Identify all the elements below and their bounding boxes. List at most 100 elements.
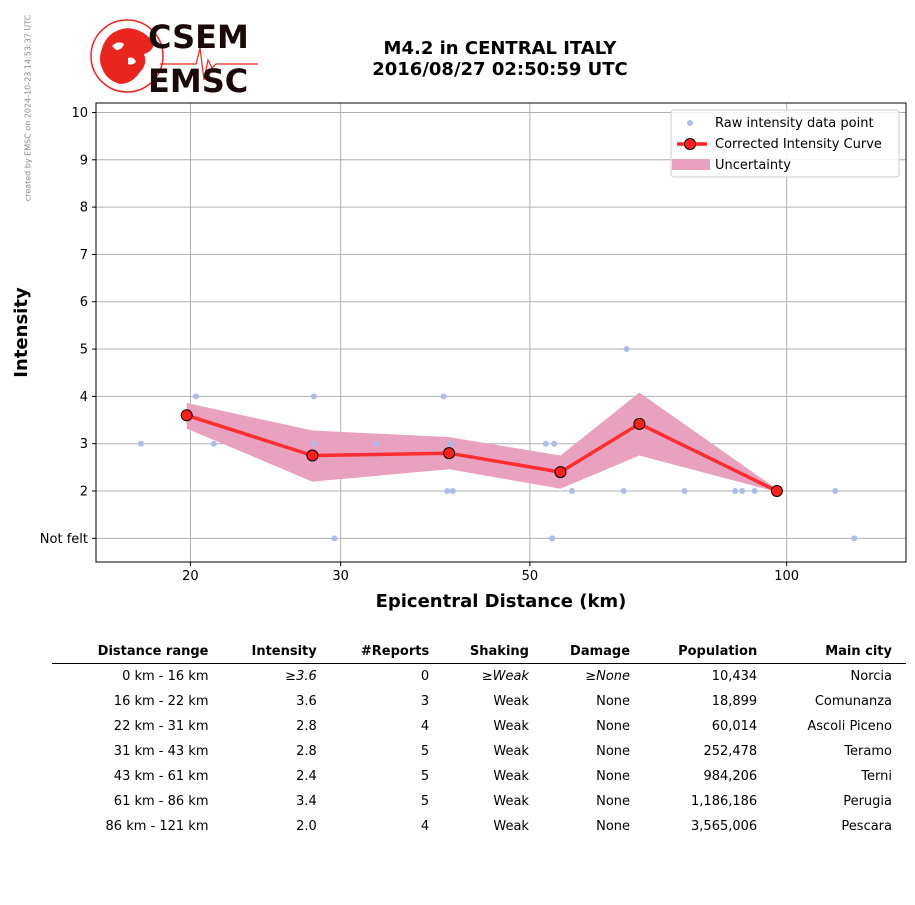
table-cell-reports: 0 <box>420 669 430 684</box>
raw-data-point <box>449 488 456 495</box>
table-row: 31 km - 43 km 2.8 5 Weak None 252,478 Teramo <box>52 739 906 764</box>
table-row: 22 km - 31 km 2.8 4 Weak None 60,014 Ascoli Pi… <box>52 714 906 739</box>
y-tick-label: Not felt <box>40 532 88 547</box>
logo-text-csem: CSEM <box>148 18 249 56</box>
table-cell-intensity: 2.8 <box>296 744 317 759</box>
table-body: 0 km - 16 km ≥3.6 0 ≥Weak ≥None 10,434 Norcia 1… <box>52 664 906 840</box>
csem-emsc-logo: CSEM EMSC <box>90 18 258 98</box>
legend-uncertainty-swatch <box>672 159 710 170</box>
table-header-cell: Intensity <box>222 640 331 664</box>
curve-marker <box>554 466 567 479</box>
table-cell-intensity: 2.4 <box>296 769 317 784</box>
x-tick-label: 20 <box>182 569 199 584</box>
x-axis-label: Epicentral Distance (km) <box>376 591 627 612</box>
table-cell-damage: None <box>596 769 631 784</box>
table-header-cell: Main city <box>771 640 906 664</box>
table-cell-population: 60,014 <box>711 719 758 734</box>
table-cell-damage: None <box>596 744 631 759</box>
curve-marker <box>306 449 319 462</box>
y-tick-label: 9 <box>80 153 88 168</box>
chart-title: M4.2 in CENTRAL ITALY 2016/08/27 02:50:5… <box>300 38 700 80</box>
table-cell-city: Perugia <box>843 794 892 809</box>
x-tick-label: 50 <box>522 569 539 584</box>
table-row: 86 km - 121 km 2.0 4 Weak None 3,565,006 Pesca… <box>52 814 906 839</box>
table-cell-damage: None <box>596 719 631 734</box>
table-row: 61 km - 86 km 3.4 5 Weak None 1,186,186 Perugi… <box>52 789 906 814</box>
raw-data-point <box>739 488 746 495</box>
table-cell-range: 0 km - 16 km <box>122 669 209 684</box>
axes: 20 30 50 100 Not felt 2 3 4 5 6 7 8 9 10 Epicentral Di… <box>11 102 907 612</box>
table-row: 0 km - 16 km ≥3.6 0 ≥Weak ≥None 10,434 Norcia <box>52 664 906 690</box>
legend-label: Corrected Intensity Curve <box>715 137 882 152</box>
intensity-chart: 20 30 50 100 Not felt 2 3 4 5 6 7 8 9 10 Epicentral Di… <box>11 102 907 612</box>
title-line-event: M4.2 in CENTRAL ITALY <box>383 38 617 59</box>
raw-data-point <box>331 535 338 542</box>
table-cell-city: Terni <box>861 769 892 784</box>
table-cell-damage: None <box>596 694 631 709</box>
table-cell-shaking: Weak <box>493 744 529 759</box>
table-row: 43 km - 61 km 2.4 5 Weak None 984,206 Terni <box>52 764 906 789</box>
table-cell-intensity: 2.8 <box>296 719 317 734</box>
table-cell-population: 984,206 <box>703 769 758 784</box>
intensity-summary-table: Distance range Intensity #Reports Shaking Da… <box>52 640 906 839</box>
uncertainty-area <box>186 392 777 492</box>
table-cell-range: 86 km - 121 km <box>105 819 209 834</box>
table-header-cell: Damage <box>542 640 645 664</box>
x-tick-label: 30 <box>332 569 349 584</box>
corrected-curve <box>180 409 783 498</box>
y-tick-label: 4 <box>80 390 88 405</box>
table-cell-range: 16 km - 22 km <box>113 694 209 709</box>
raw-data-point <box>751 488 758 495</box>
y-tick-label: 7 <box>80 248 88 263</box>
curve-marker <box>770 485 783 498</box>
table-cell-range: 61 km - 86 km <box>113 794 209 809</box>
table-cell-damage: ≥None <box>585 669 631 684</box>
legend-label: Uncertainty <box>715 158 791 173</box>
table-cell-range: 31 km - 43 km <box>113 744 209 759</box>
raw-data-point <box>372 440 379 447</box>
raw-data-point <box>137 440 144 447</box>
table-cell-shaking: Weak <box>493 794 529 809</box>
table-header-cell: Population <box>644 640 772 664</box>
curve-marker <box>180 409 193 422</box>
raw-data-point <box>568 488 575 495</box>
table-cell-city: Teramo <box>844 744 892 759</box>
table-cell-city: Pescara <box>841 819 892 834</box>
legend-raw-swatch <box>687 120 693 126</box>
raw-data-point <box>446 440 453 447</box>
table-cell-city: Norcia <box>850 669 892 684</box>
plot-frame <box>95 102 907 563</box>
raw-data-point <box>851 535 858 542</box>
y-tick-label: 5 <box>80 343 88 358</box>
raw-data-point <box>440 393 447 400</box>
table-cell-reports: 5 <box>420 769 430 784</box>
y-tick-label: 10 <box>71 106 88 121</box>
curve-marker <box>443 447 456 460</box>
table-cell-range: 43 km - 61 km <box>113 769 209 784</box>
legend: Raw intensity data point Corrected Intens… <box>670 109 900 178</box>
table-cell-intensity: 3.6 <box>296 694 317 709</box>
raw-data-point <box>210 440 217 447</box>
raw-data-point <box>310 440 317 447</box>
title-line-date: 2016/08/27 02:50:59 UTC <box>372 59 628 80</box>
table-cell-reports: 5 <box>420 744 430 759</box>
y-tick-label: 6 <box>80 295 88 310</box>
table-header-cell: Shaking <box>443 640 543 664</box>
x-tick-label: 100 <box>774 569 799 584</box>
uncertainty-band <box>186 392 777 492</box>
table-cell-population: 18,899 <box>711 694 758 709</box>
table-header-row: Distance range Intensity #Reports Shaking Da… <box>52 640 906 664</box>
y-tick-label: 3 <box>80 437 88 452</box>
raw-data-point <box>551 440 558 447</box>
raw-data-point <box>192 393 199 400</box>
raw-data-point <box>549 535 556 542</box>
table-cell-shaking: Weak <box>493 769 529 784</box>
legend-box <box>670 109 900 178</box>
legend-curve-swatch-marker <box>684 138 696 150</box>
table-cell-damage: None <box>596 819 631 834</box>
table-cell-population: 1,186,186 <box>691 794 758 809</box>
raw-data-point <box>732 488 739 495</box>
table-cell-population: 3,565,006 <box>691 819 758 834</box>
y-axis-label: Intensity <box>11 287 32 378</box>
raw-data-point <box>542 440 549 447</box>
